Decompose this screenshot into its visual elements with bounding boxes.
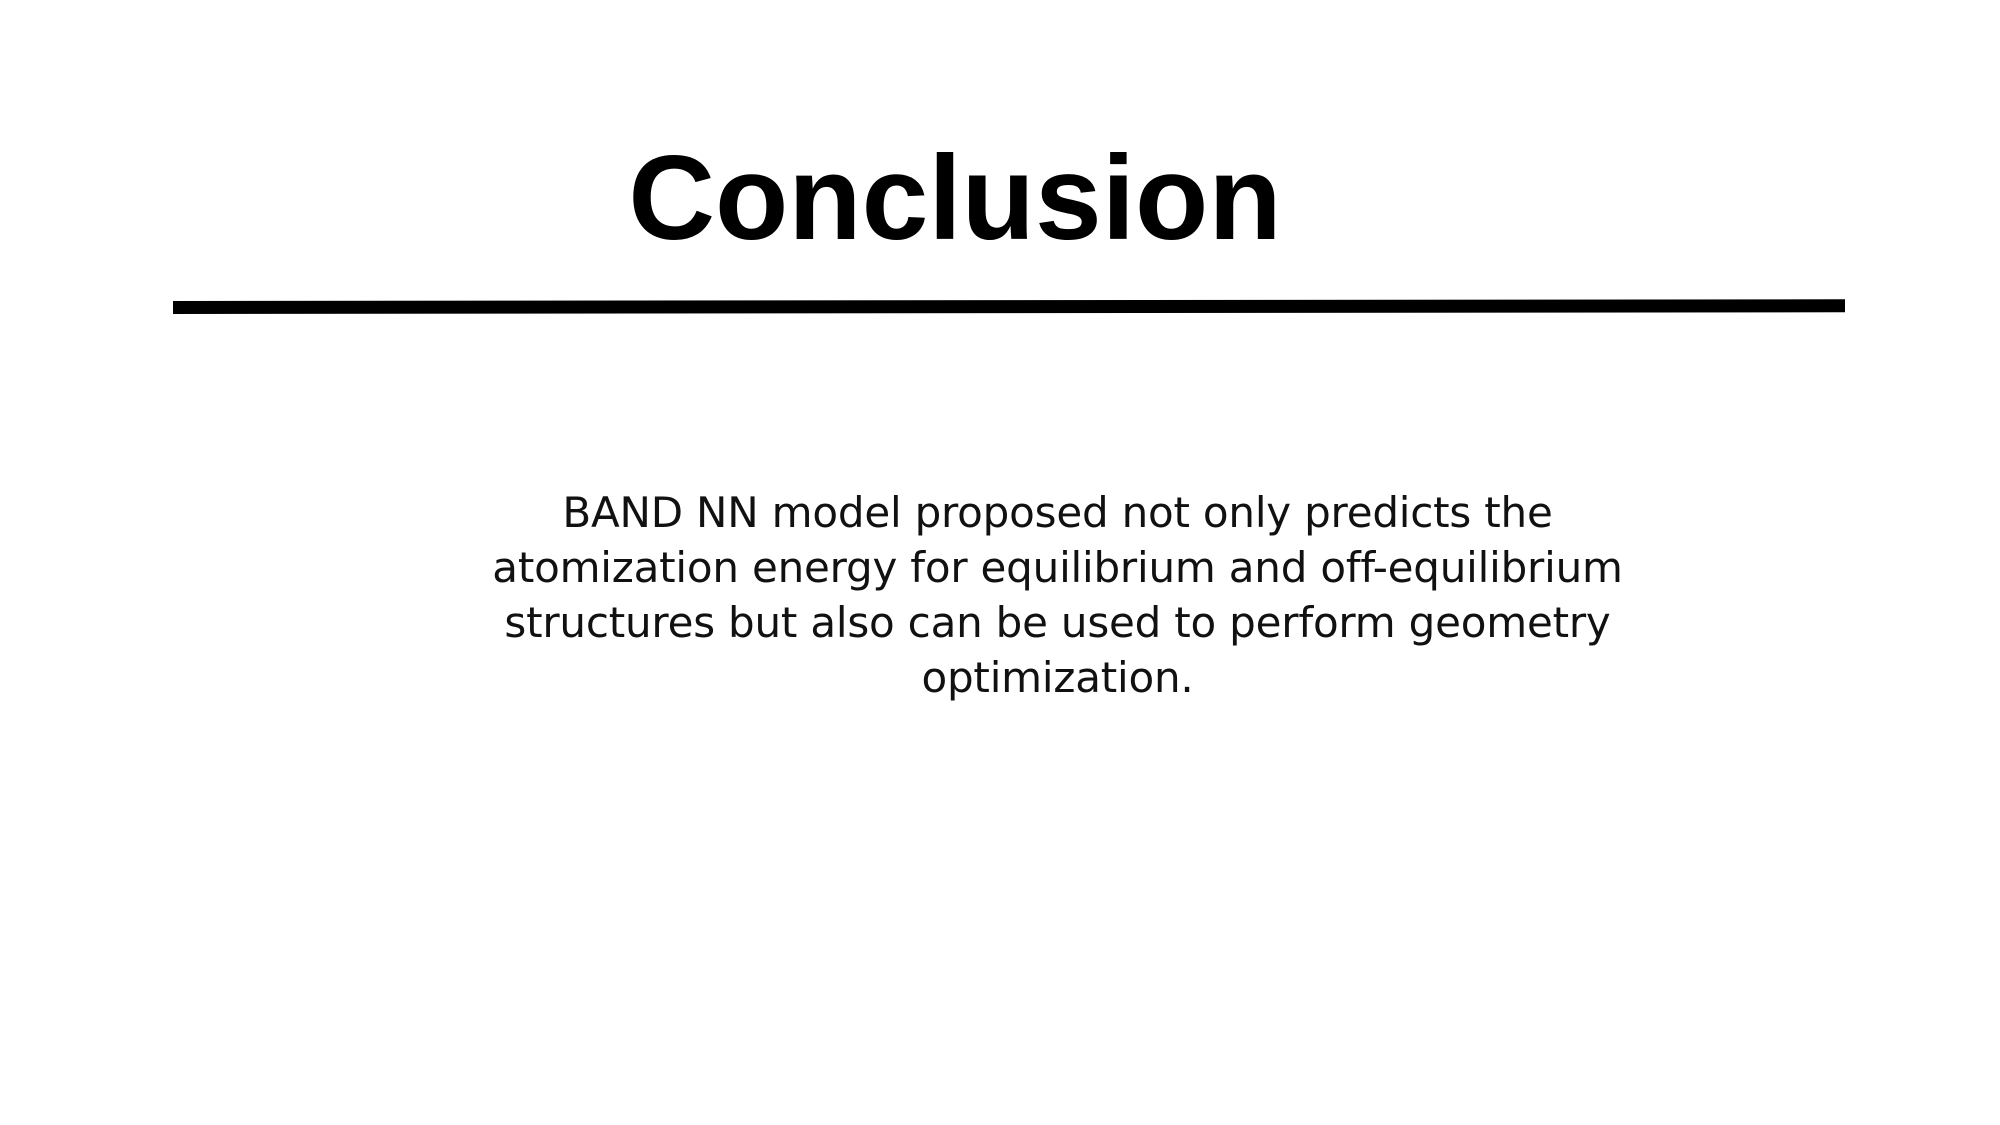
slide-title: Conclusion	[628, 131, 1282, 265]
conclusion-line: atomization energy for equilibrium and o…	[492, 543, 1623, 592]
title-divider	[172, 299, 1846, 314]
conclusion-line: optimization.	[921, 653, 1194, 702]
conclusion-text: BAND NN model proposed not only predicts…	[300, 485, 1815, 705]
conclusion-line: BAND NN model proposed not only predicts…	[562, 488, 1553, 537]
conclusion-line: structures but also can be used to perfo…	[504, 598, 1611, 647]
